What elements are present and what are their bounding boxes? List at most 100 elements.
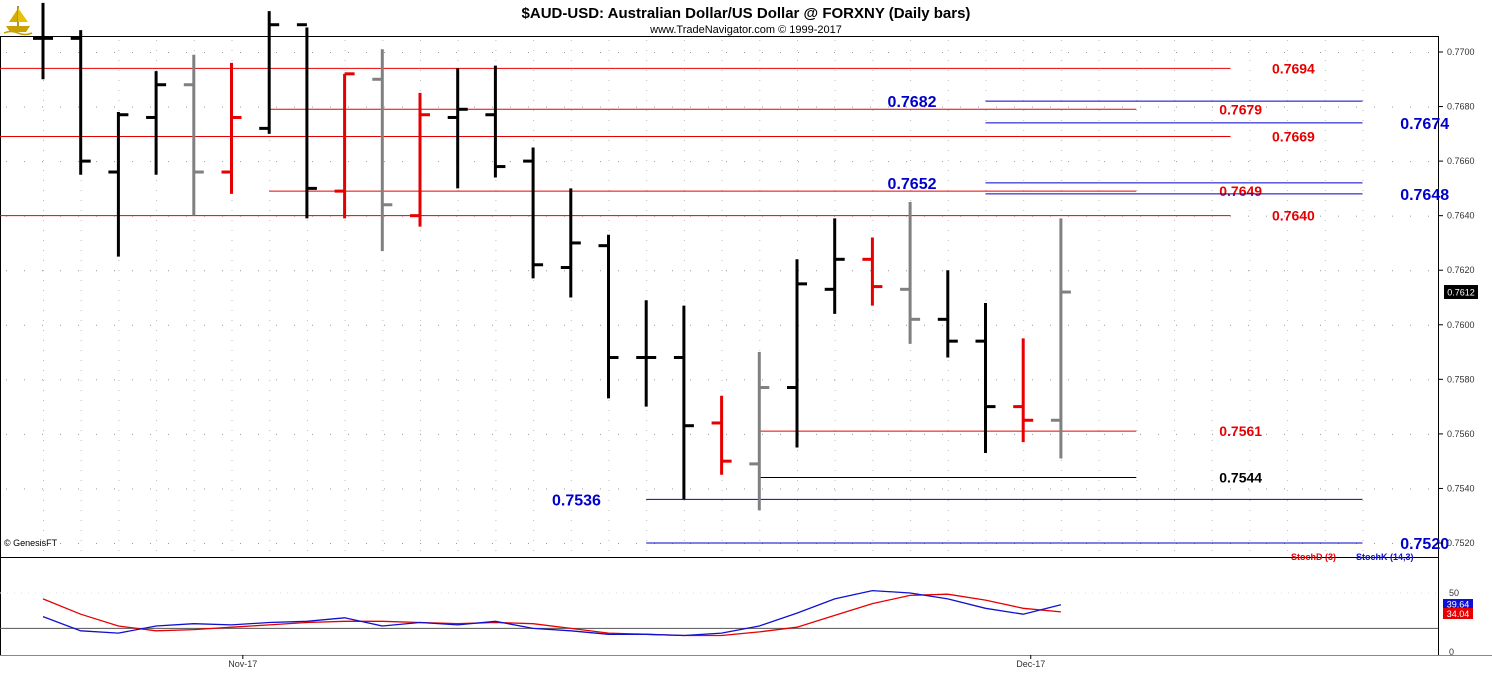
grid-dot <box>60 161 61 163</box>
grid-dot <box>1014 106 1015 108</box>
grid-dot <box>1068 379 1069 381</box>
grid-dot <box>168 270 169 272</box>
grid-dot <box>1194 379 1195 381</box>
grid-dot <box>168 161 169 163</box>
grid-dot <box>978 52 979 53</box>
grid-dot <box>231 220 233 221</box>
grid-dot <box>43 380 44 381</box>
grid-dot <box>947 130 949 131</box>
grid-dot <box>438 270 439 272</box>
grid-dot <box>690 161 691 163</box>
grid-dot <box>985 300 987 301</box>
grid-dot <box>269 180 271 181</box>
grid-dot <box>1098 410 1100 411</box>
grid-dot <box>1068 106 1069 108</box>
grid-dot <box>306 220 308 221</box>
grid-dot <box>1060 200 1062 201</box>
grid-dot <box>1362 90 1364 91</box>
grid-dot <box>306 380 308 381</box>
grid-dot <box>1287 100 1289 101</box>
grid-dot <box>910 350 912 351</box>
grid-dot <box>269 410 271 411</box>
grid-dot <box>708 161 709 163</box>
grid-dot <box>402 106 403 108</box>
grid-dot <box>231 430 233 431</box>
grid-dot <box>193 390 195 391</box>
grid-dot <box>1136 440 1138 441</box>
grid-dot <box>118 290 120 291</box>
grid-dot <box>533 90 535 91</box>
grid-dot <box>721 80 723 81</box>
ohlc-bar <box>824 218 845 314</box>
grid-dot <box>1302 488 1303 490</box>
grid-dot <box>1284 215 1285 217</box>
grid-dot <box>231 520 233 521</box>
grid-dot <box>474 324 475 326</box>
grid-dot <box>474 543 475 544</box>
grid-dot <box>1174 140 1175 141</box>
grid-dot <box>156 50 158 51</box>
grid-dot <box>438 324 439 326</box>
grid-dot <box>1249 290 1251 291</box>
grid-dot <box>1086 379 1087 381</box>
grid-dot <box>1023 90 1025 91</box>
grid-dot <box>1136 170 1138 171</box>
grid-dot <box>816 52 817 53</box>
grid-dot <box>150 52 151 53</box>
grid-dot <box>985 160 987 161</box>
grid-dot <box>495 250 497 251</box>
grid-dot <box>910 80 912 81</box>
grid-dot <box>1362 510 1364 511</box>
grid-dot <box>708 324 709 326</box>
grid-dot <box>570 90 572 91</box>
grid-dot <box>1174 240 1175 241</box>
grid-dot <box>1174 350 1175 351</box>
grid-dot <box>6 488 7 490</box>
grid-dot <box>1249 180 1251 181</box>
grid-dot <box>1174 250 1175 251</box>
grid-dot <box>570 350 572 351</box>
grid-dot <box>269 530 271 531</box>
grid-dot <box>1266 161 1267 163</box>
grid-dot <box>382 310 384 311</box>
grid-dot <box>193 310 195 311</box>
grid-dot <box>1060 100 1062 101</box>
grid-dot <box>6 324 7 326</box>
grid-dot <box>910 460 912 461</box>
grid-dot <box>870 161 871 163</box>
grid-dot <box>269 330 271 331</box>
grid-dot <box>608 200 610 201</box>
grid-dot <box>330 324 331 326</box>
grid-dot <box>834 550 836 551</box>
grid-dot <box>80 430 82 431</box>
grid-dot <box>1136 260 1138 261</box>
grid-dot <box>186 379 187 381</box>
grid-dot <box>1362 120 1364 121</box>
grid-dot <box>910 530 912 531</box>
grid-dot <box>759 90 761 91</box>
grid-dot <box>492 106 493 108</box>
grid-dot <box>269 350 271 351</box>
grid-dot <box>231 340 233 341</box>
grid-dot <box>1086 52 1087 53</box>
grid-dot <box>1287 150 1289 151</box>
grid-dot <box>43 450 44 451</box>
grid-dot <box>683 130 685 131</box>
grid-dot <box>1086 433 1087 435</box>
grid-dot <box>646 180 648 181</box>
last-price-box <box>1444 285 1478 299</box>
grid-dot <box>1060 40 1062 41</box>
grid-dot <box>269 290 271 291</box>
grid-dot <box>618 52 619 53</box>
grid-dot <box>872 480 874 481</box>
grid-dot <box>344 470 346 471</box>
grid-dot <box>1211 130 1213 131</box>
grid-dot <box>646 280 648 281</box>
grid-dot <box>834 500 836 501</box>
grid-dot <box>193 220 195 221</box>
grid-dot <box>570 70 572 71</box>
grid-dot <box>797 180 798 181</box>
grid-dot <box>306 540 308 541</box>
grid-dot <box>978 433 979 435</box>
grid-dot <box>1324 460 1326 461</box>
